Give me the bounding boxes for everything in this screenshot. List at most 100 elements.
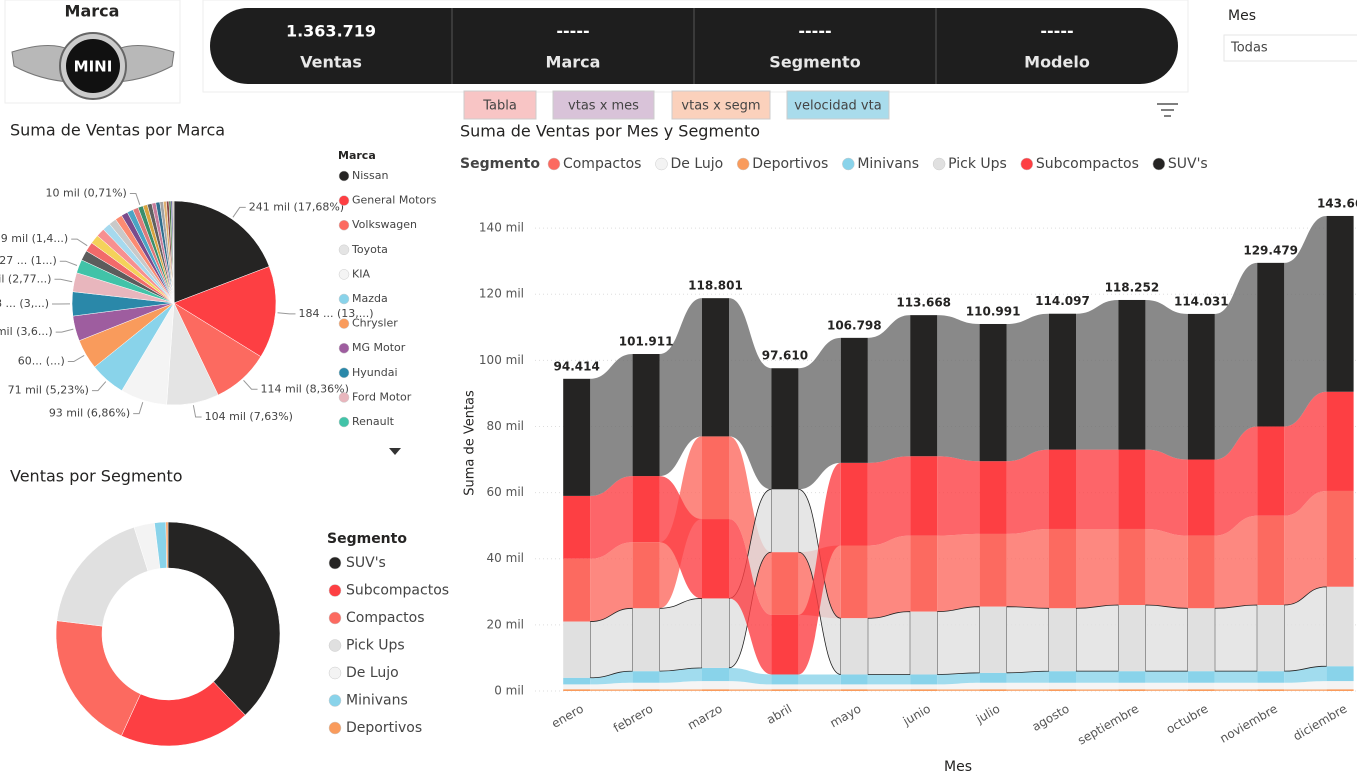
y-axis-title: Suma de Ventas [463,390,478,496]
ribbon [1145,682,1188,690]
bar-segment [1257,262,1285,427]
bar-segment [910,674,938,685]
legend-label: Subcompactos [346,583,449,599]
bar-segment [1049,313,1076,450]
x-tick-label: septiembre [1075,702,1141,748]
legend-label: Pick Ups [948,156,1007,172]
ribbon [659,598,703,672]
leader-line [277,312,296,315]
nav-button-label[interactable]: velocidad vta [794,99,881,114]
data-label: 19 mil (1,4...) [0,232,68,245]
leader-line [67,355,85,363]
ribbon [590,354,633,496]
x-tick-label: mayo [828,702,864,731]
y-tick-label: 40 mil [487,551,524,565]
bar-segment [910,689,938,691]
bar-segment [1187,682,1215,690]
ribbon [1284,689,1327,691]
ribbon [1214,671,1258,683]
ribbon [798,462,841,675]
chart-title: Ventas por Segmento [10,467,183,486]
bar-segment [771,552,799,615]
kpis: 1.363.719 Ventas ----- Marca ----- Segmento --… [286,8,1090,84]
ribbon [1006,682,1049,690]
nav-button[interactable] [671,90,771,120]
bar-segment [771,689,799,691]
legend-scroll[interactable] [389,448,401,455]
bar-segment [563,684,591,690]
legend-marker [328,584,342,597]
bar-segment [840,618,868,675]
legend-marker [328,694,342,707]
x-tick-label: junio [900,702,933,729]
bar-segment [1187,671,1215,683]
data-label: 48 ... (3,...) [0,297,49,310]
bar-segment [979,682,1007,690]
ribbon [937,456,980,536]
total-label: 118.801 [688,279,743,293]
ribbon [1076,671,1119,683]
bar-segment [702,519,729,599]
legend-marker [338,318,350,329]
bar-segment [771,674,799,685]
bar-segment [702,689,729,691]
kpi-value: ----- [1040,22,1073,41]
data-label: 241 mil (17,68%) [249,200,344,213]
ribbon [798,674,841,685]
donut-slice [55,620,141,737]
legend-marker [338,170,350,182]
bar-segment [1326,681,1354,690]
bar-segment [1049,449,1076,529]
nav-button-label[interactable]: vtas x mes [568,99,639,114]
bar-segment [771,614,799,675]
filter-icon[interactable] [1157,103,1178,117]
legend-title: Segmento [327,531,407,547]
ribbon [590,682,633,690]
ribbon [798,337,841,490]
bar-segment [702,436,729,520]
ribbon [1076,682,1119,690]
buttons: Tabla vtas x mes vtas x segm velocidad vta [463,90,890,120]
nav-button[interactable] [552,90,655,120]
nav-button-label[interactable]: vtas x segm [681,99,760,114]
bar-segment [979,461,1007,534]
bar-segment [632,671,660,683]
ribbon [729,667,772,685]
legend-label: Subcompactos [1036,156,1139,172]
bar-segment [840,545,868,619]
legend-marker [1152,157,1166,171]
legend-label: Minivans [346,693,408,709]
leader-line [71,238,88,247]
slicer-box[interactable] [1223,34,1357,62]
nav-button[interactable] [786,90,890,120]
bar-segment [910,535,938,612]
x-tick-label: noviembre [1217,702,1280,746]
y-tick-label: 80 mil [487,419,524,433]
nav-button-label[interactable]: Tabla [482,99,517,114]
y-tick-label: 60 mil [487,485,524,499]
logo-text: MINI [74,58,113,76]
ribbon [1006,689,1049,691]
bar-segment [840,689,868,691]
slicer-value[interactable]: Todas [1230,41,1268,56]
bar-segment [1326,586,1354,667]
legend-marker [338,416,350,428]
ribbon [590,689,633,691]
bar-segment [840,674,868,685]
bar-segment [632,354,660,477]
ribbon [659,476,702,599]
data-label: 114 mil (8,36%) [261,382,349,395]
ribbon [1145,604,1189,672]
y-tick-label: 120 mil [479,287,524,301]
legend-marker [547,157,561,171]
data-label: 50 mil (3,6...) [0,325,53,338]
bar-segment [1187,608,1215,672]
legend-marker [338,244,350,256]
data-label: 10 mil (0,71%) [46,186,127,199]
nav-button[interactable] [463,90,537,120]
bar-segment [910,456,938,536]
ribbon [1214,262,1258,460]
bar-segment [632,682,660,690]
ribbon [1145,449,1188,536]
bar-segment [1118,528,1146,606]
